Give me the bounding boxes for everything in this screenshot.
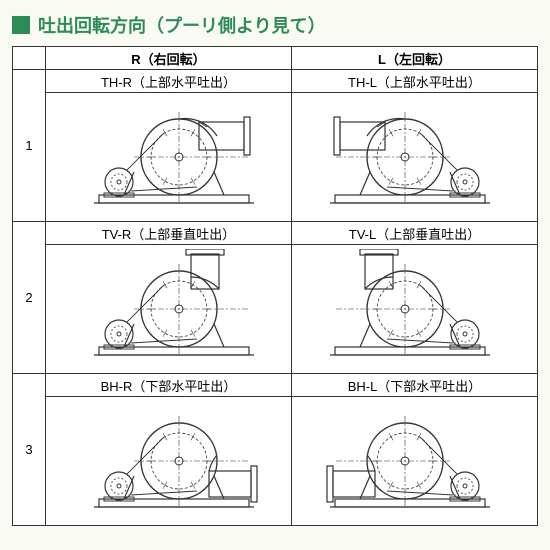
title-text: 吐出回転方向（プーリ側より見て） bbox=[38, 12, 326, 38]
col-header-r: R（右回転） bbox=[46, 47, 292, 70]
row-3-number: 3 bbox=[13, 374, 46, 526]
row-1-number: 1 bbox=[13, 70, 46, 222]
row-2-r-diagram bbox=[46, 245, 292, 374]
title-marker bbox=[12, 16, 30, 34]
row-2-r-label: TV-R（上部垂直吐出） bbox=[46, 222, 292, 245]
row-1-r-diagram bbox=[46, 93, 292, 222]
section-title: 吐出回転方向（プーリ側より見て） bbox=[12, 12, 538, 38]
row-3-r-diagram bbox=[46, 397, 292, 526]
row-3-l-label: BH-L（下部水平吐出） bbox=[292, 374, 538, 397]
row-1-r-label: TH-R（上部水平吐出） bbox=[46, 70, 292, 93]
row-1-l-diagram bbox=[292, 93, 538, 222]
row-2-l-diagram bbox=[292, 245, 538, 374]
corner-cell bbox=[13, 47, 46, 70]
row-3-r-label: BH-R（下部水平吐出） bbox=[46, 374, 292, 397]
row-2-l-label: TV-L（上部垂直吐出） bbox=[292, 222, 538, 245]
row-1-l-label: TH-L（上部水平吐出） bbox=[292, 70, 538, 93]
col-header-l: L（左回転） bbox=[292, 47, 538, 70]
diagram-table: R（右回転） L（左回転） 1 TH-R（上部水平吐出） TH-L（上部水平吐出… bbox=[12, 46, 538, 526]
row-2-number: 2 bbox=[13, 222, 46, 374]
row-3-l-diagram bbox=[292, 397, 538, 526]
